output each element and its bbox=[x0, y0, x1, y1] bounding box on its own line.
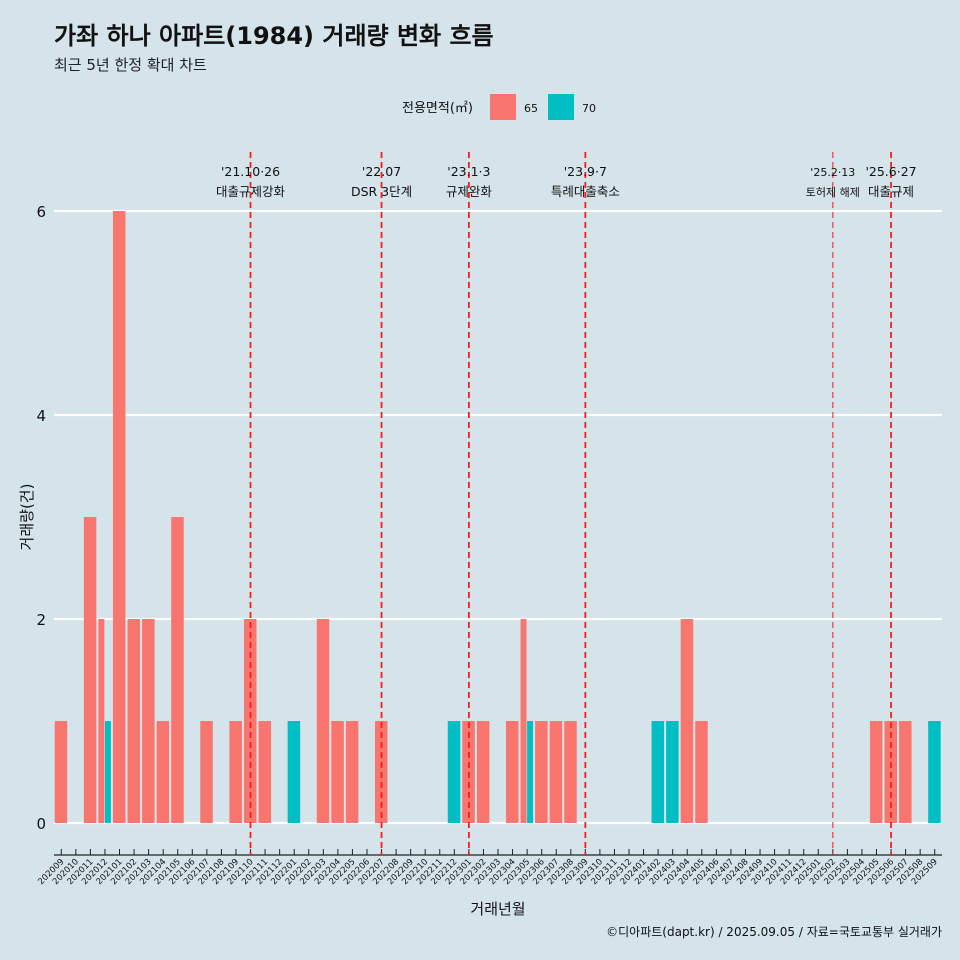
bar-65-202302 bbox=[476, 721, 490, 823]
bar-65-202305 bbox=[520, 619, 527, 823]
legend-swatch-70 bbox=[548, 94, 574, 120]
bar-70-202402 bbox=[651, 721, 665, 823]
y-tick-label: 4 bbox=[36, 407, 46, 425]
event-date: '23.1·3 bbox=[447, 164, 490, 179]
bar-70-202305 bbox=[527, 721, 534, 823]
event-label: 대출규제강화 bbox=[216, 184, 286, 199]
event-date: '23.9·7 bbox=[564, 164, 607, 179]
legend-swatch-65 bbox=[490, 94, 516, 120]
bar-65-202109 bbox=[229, 721, 242, 823]
bar-65-202204 bbox=[331, 721, 344, 823]
bar-65-202306 bbox=[535, 721, 548, 823]
bar-65-202101 bbox=[112, 211, 126, 823]
bar-70-202509 bbox=[928, 721, 941, 823]
legend-title: 전용면적(㎡) bbox=[402, 101, 473, 116]
bar-65-202405 bbox=[695, 721, 708, 823]
bars bbox=[54, 211, 941, 823]
legend: 전용면적(㎡) 65 70 bbox=[402, 94, 596, 120]
event-date: '21.10·26 bbox=[221, 164, 280, 179]
event-date: '25.2·13 bbox=[810, 166, 855, 179]
bar-65-202110 bbox=[243, 619, 257, 823]
event-label: 규제완화 bbox=[446, 184, 493, 199]
y-tick-labels: 0 2 4 6 bbox=[36, 203, 46, 833]
bar-70-202201 bbox=[287, 721, 301, 823]
bar-65-202304 bbox=[506, 721, 519, 823]
chart-subtitle: 최근 5년 한정 확대 차트 bbox=[54, 56, 207, 74]
y-gridlines bbox=[54, 209, 942, 825]
event-date: '25.6·27 bbox=[865, 164, 916, 179]
bar-65-202105 bbox=[171, 517, 184, 823]
bar-65-202111 bbox=[258, 721, 272, 823]
event-label: 특례대출축소 bbox=[551, 184, 620, 199]
y-axis-title: 거래량(건) bbox=[18, 484, 36, 551]
legend-label-70: 70 bbox=[582, 102, 596, 115]
bar-65-202307 bbox=[549, 721, 563, 823]
bar-65-202205 bbox=[345, 721, 359, 823]
bar-70-202403 bbox=[666, 721, 679, 823]
bar-65-202505 bbox=[869, 721, 883, 823]
y-tick-label: 2 bbox=[36, 611, 46, 629]
bar-65-202507 bbox=[899, 721, 912, 823]
chart-caption: ©디아파트(dapt.kr) / 2025.09.05 / 자료=국토교통부 실… bbox=[606, 925, 942, 939]
bar-65-202404 bbox=[680, 619, 694, 823]
bar-65-202107 bbox=[200, 721, 213, 823]
chart-title: 가좌 하나 아파트(1984) 거래량 변화 흐름 bbox=[54, 22, 494, 50]
bar-70-202212 bbox=[447, 721, 461, 823]
event-label: 대출규제 bbox=[868, 184, 914, 199]
bar-70-202012 bbox=[104, 721, 111, 823]
bar-65-202104 bbox=[156, 721, 170, 823]
event-label: DSR 3단계 bbox=[351, 184, 412, 199]
bar-65-202308 bbox=[564, 721, 577, 823]
event-date: '22.07 bbox=[362, 164, 401, 179]
bar-65-202102 bbox=[127, 619, 141, 823]
event-label: 토허제 해제 bbox=[806, 185, 860, 199]
bar-65-202011 bbox=[83, 517, 97, 823]
event-lines: '21.10·26 대출규제강화 '22.07 DSR 3단계 '23.1·3 규제완화 '… bbox=[216, 152, 917, 855]
bar-65-202103 bbox=[142, 619, 155, 823]
y-tick-label: 0 bbox=[36, 815, 46, 833]
bar-65-202009 bbox=[54, 721, 68, 823]
bar-65-202012 bbox=[98, 619, 105, 823]
legend-label-65: 65 bbox=[524, 102, 538, 115]
y-tick-label: 6 bbox=[36, 203, 46, 221]
x-axis: 2020092020102020112020122021012021022021… bbox=[36, 849, 942, 887]
x-axis-title: 거래년월 bbox=[470, 900, 525, 918]
bar-65-202203 bbox=[316, 619, 330, 823]
